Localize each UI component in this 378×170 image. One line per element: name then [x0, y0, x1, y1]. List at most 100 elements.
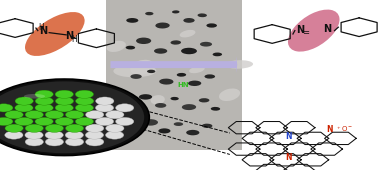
Circle shape — [5, 124, 23, 132]
Text: N: N — [39, 27, 48, 36]
Text: N: N — [285, 153, 291, 162]
Ellipse shape — [288, 10, 339, 52]
Circle shape — [95, 117, 114, 126]
Ellipse shape — [204, 74, 215, 79]
Circle shape — [15, 97, 33, 105]
Text: H: H — [38, 23, 44, 32]
Text: N: N — [326, 125, 333, 134]
Circle shape — [35, 90, 53, 98]
Ellipse shape — [206, 23, 217, 28]
Text: HN: HN — [178, 82, 189, 88]
Circle shape — [25, 124, 43, 132]
Ellipse shape — [172, 10, 180, 13]
Circle shape — [35, 104, 53, 112]
Circle shape — [76, 97, 94, 105]
Ellipse shape — [139, 94, 152, 100]
Circle shape — [0, 81, 144, 153]
Text: N: N — [296, 25, 304, 35]
Circle shape — [95, 104, 114, 112]
Circle shape — [65, 110, 84, 119]
Bar — [106, 0, 242, 150]
Ellipse shape — [186, 130, 199, 135]
Circle shape — [85, 131, 104, 139]
Circle shape — [15, 117, 33, 126]
Ellipse shape — [143, 119, 158, 126]
Ellipse shape — [155, 103, 166, 108]
Ellipse shape — [182, 104, 196, 110]
Ellipse shape — [198, 13, 207, 17]
Ellipse shape — [200, 42, 212, 47]
Circle shape — [55, 90, 73, 98]
Circle shape — [75, 104, 93, 112]
Ellipse shape — [128, 100, 137, 104]
Circle shape — [55, 117, 73, 126]
Ellipse shape — [130, 60, 155, 75]
Circle shape — [15, 104, 33, 112]
Circle shape — [5, 110, 23, 119]
Ellipse shape — [180, 30, 195, 37]
Ellipse shape — [154, 48, 167, 54]
Ellipse shape — [199, 98, 209, 103]
Circle shape — [106, 124, 124, 132]
Ellipse shape — [174, 122, 183, 126]
Circle shape — [0, 117, 13, 126]
Ellipse shape — [145, 12, 153, 15]
Ellipse shape — [130, 74, 142, 79]
Ellipse shape — [189, 66, 205, 73]
Text: N: N — [323, 24, 331, 34]
Ellipse shape — [155, 22, 170, 29]
Circle shape — [25, 138, 43, 146]
Ellipse shape — [136, 38, 151, 44]
Ellipse shape — [170, 40, 181, 45]
Ellipse shape — [24, 94, 45, 99]
Circle shape — [45, 110, 64, 119]
Circle shape — [65, 138, 84, 146]
Circle shape — [85, 124, 104, 132]
Circle shape — [45, 138, 64, 146]
Ellipse shape — [211, 107, 220, 111]
Circle shape — [35, 117, 53, 126]
Ellipse shape — [131, 125, 141, 130]
Circle shape — [5, 131, 23, 139]
Ellipse shape — [219, 88, 240, 101]
Ellipse shape — [113, 64, 156, 77]
Circle shape — [45, 131, 64, 139]
Ellipse shape — [170, 97, 179, 100]
Text: O$^-$: O$^-$ — [341, 124, 353, 133]
Circle shape — [25, 110, 43, 119]
Ellipse shape — [177, 73, 186, 77]
Ellipse shape — [158, 128, 170, 133]
Circle shape — [75, 117, 93, 126]
Circle shape — [0, 79, 149, 156]
Text: N: N — [65, 31, 73, 41]
Ellipse shape — [126, 46, 135, 49]
Ellipse shape — [147, 70, 155, 73]
Text: $^+$: $^+$ — [336, 126, 342, 131]
Circle shape — [35, 97, 54, 105]
Circle shape — [25, 131, 43, 139]
Circle shape — [116, 104, 134, 112]
Ellipse shape — [225, 60, 253, 69]
Circle shape — [106, 110, 124, 119]
Ellipse shape — [181, 48, 197, 54]
Text: H: H — [71, 35, 77, 44]
Circle shape — [0, 104, 13, 112]
Ellipse shape — [150, 95, 165, 105]
Circle shape — [105, 131, 124, 139]
Text: =: = — [302, 28, 309, 37]
Circle shape — [85, 110, 104, 119]
Circle shape — [96, 97, 114, 105]
Ellipse shape — [202, 124, 212, 128]
Circle shape — [55, 104, 73, 112]
Text: N: N — [285, 132, 291, 141]
Circle shape — [85, 138, 104, 146]
Circle shape — [75, 90, 93, 98]
Circle shape — [45, 124, 64, 132]
Circle shape — [65, 124, 84, 132]
Ellipse shape — [107, 41, 126, 52]
Ellipse shape — [183, 18, 195, 23]
Circle shape — [65, 131, 84, 139]
Ellipse shape — [159, 79, 174, 85]
Ellipse shape — [25, 12, 85, 56]
Ellipse shape — [126, 18, 138, 23]
